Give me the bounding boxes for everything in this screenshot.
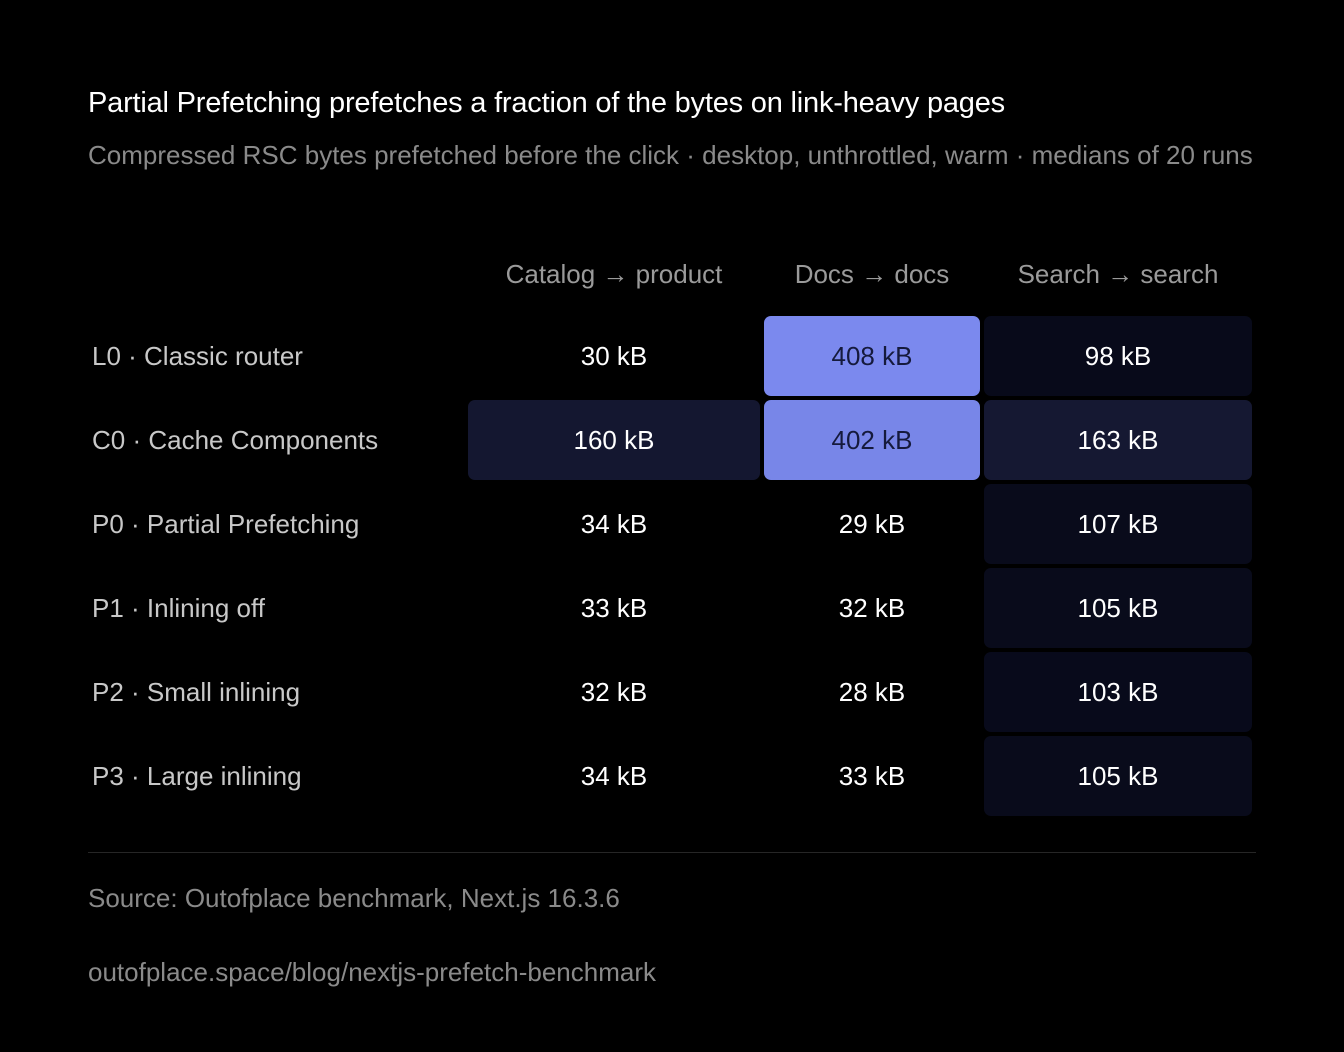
row-label: P1 · Inlining off	[92, 593, 265, 623]
chart-subtitle: Compressed RSC bytes prefetched before t…	[88, 140, 1253, 170]
row-label: P3 · Large inlining	[92, 761, 302, 791]
source-note: Source: Outofplace benchmark, Next.js 16…	[88, 883, 620, 913]
heatmap-cell: 34 kB	[580, 508, 648, 539]
row-label: P2 · Small inlining	[92, 677, 301, 707]
heatmap-cell: 105 kB	[984, 568, 1252, 648]
row-label: C0 · Cache Components	[92, 425, 379, 455]
heatmap-cell: 33 kB	[580, 592, 648, 623]
heatmap-cell: 34 kB	[580, 760, 648, 791]
column-header: Docs → docs	[794, 259, 950, 289]
heatmap-cell: 98 kB	[984, 316, 1252, 396]
heatmap-cell: 160 kB	[468, 400, 760, 480]
heatmap-cell: 163 kB	[984, 400, 1252, 480]
heatmap-cell: 32 kB	[838, 592, 906, 623]
heatmap-cell: 32 kB	[580, 676, 648, 707]
heatmap-cell: 29 kB	[838, 508, 906, 539]
heatmap-cell: 105 kB	[984, 736, 1252, 816]
heatmap-cell: 408 kB	[764, 316, 980, 396]
heatmap-cell: 30 kB	[580, 340, 648, 371]
footer-divider	[88, 852, 1256, 853]
row-label: L0 · Classic router	[92, 341, 303, 371]
heatmap-cell: 28 kB	[838, 676, 906, 707]
source-url[interactable]: outofplace.space/blog/nextjs-prefetch-be…	[88, 957, 656, 987]
column-header: Catalog → product	[505, 259, 723, 289]
heatmap-cell: 103 kB	[984, 652, 1252, 732]
heatmap-cell: 33 kB	[838, 760, 906, 791]
chart-title: Partial Prefetching prefetches a fractio…	[88, 87, 1005, 119]
heatmap-cell: 107 kB	[984, 484, 1252, 564]
row-label: P0 · Partial Prefetching	[92, 509, 360, 539]
column-header: Search → search	[1017, 259, 1219, 289]
heatmap-cell: 402 kB	[764, 400, 980, 480]
